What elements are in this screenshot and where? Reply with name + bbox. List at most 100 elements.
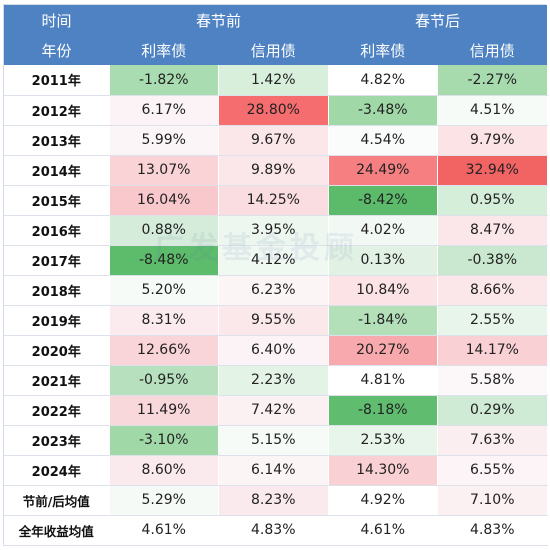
- year-cell: 2016年: [4, 215, 110, 246]
- year-cell: 2019年: [4, 305, 110, 336]
- summary-row: 全年收益均值 4.61% 4.83% 4.61% 4.83%: [4, 515, 548, 546]
- cell-before-rate-bond: 5.29%: [109, 485, 219, 516]
- table-header: 时间 春节前 春节后 年份 利率债 信用债 利率债 信用债: [4, 5, 548, 65]
- table-row: 2020年 12.66% 6.40% 20.27% 14.17%: [4, 335, 548, 366]
- cell-before-credit-bond: 6.40%: [218, 335, 329, 366]
- table-row: 2015年 16.04% 14.25% -8.42% 0.95%: [4, 185, 548, 216]
- returns-table: 时间 春节前 春节后 年份 利率债 信用债 利率债 信用债 2011年 -1.82…: [4, 5, 548, 546]
- year-cell: 2017年: [4, 245, 110, 276]
- cell-after-credit-bond: 9.79%: [437, 125, 548, 156]
- cell-before-credit-bond: 9.89%: [218, 155, 329, 186]
- cell-after-rate-bond: -8.42%: [328, 185, 439, 216]
- cell-after-rate-bond: -3.48%: [328, 95, 439, 126]
- cell-before-rate-bond: -0.95%: [109, 365, 219, 396]
- cell-after-rate-bond: 4.61%: [328, 515, 439, 546]
- header-after-rate-bond: 利率债: [328, 35, 438, 65]
- table-row: 2012年 6.17% 28.80% -3.48% 4.51%: [4, 95, 548, 126]
- table-body: 2011年 -1.82% 1.42% 4.82% -2.27% 2012年 6.17% 28.…: [4, 65, 548, 546]
- cell-after-credit-bond: 0.29%: [437, 395, 548, 426]
- year-cell: 2012年: [4, 95, 110, 126]
- cell-before-rate-bond: 0.88%: [109, 215, 219, 246]
- cell-after-rate-bond: 0.13%: [328, 245, 439, 276]
- cell-after-credit-bond: 6.55%: [437, 455, 548, 486]
- cell-before-rate-bond: 6.17%: [109, 95, 219, 126]
- summary-label: 全年收益均值: [4, 515, 110, 546]
- returns-table-container: 时间 春节前 春节后 年份 利率债 信用债 利率债 信用债 2011年 -1.82…: [3, 4, 548, 546]
- table-row: 2024年 8.60% 6.14% 14.30% 6.55%: [4, 455, 548, 486]
- year-cell: 2014年: [4, 155, 110, 186]
- summary-label: 节前/后均值: [4, 485, 110, 516]
- cell-before-rate-bond: -1.82%: [109, 65, 219, 96]
- cell-after-rate-bond: 4.92%: [328, 485, 439, 516]
- cell-before-credit-bond: 7.42%: [218, 395, 329, 426]
- cell-before-credit-bond: 28.80%: [218, 95, 329, 126]
- cell-before-credit-bond: 9.67%: [218, 125, 329, 156]
- cell-after-credit-bond: 8.47%: [437, 215, 548, 246]
- table-row: 2021年 -0.95% 2.23% 4.81% 5.58%: [4, 365, 548, 396]
- cell-before-credit-bond: 4.83%: [218, 515, 329, 546]
- year-cell: 2018年: [4, 275, 110, 306]
- cell-after-rate-bond: 10.84%: [328, 275, 439, 306]
- table-row: 2013年 5.99% 9.67% 4.54% 9.79%: [4, 125, 548, 156]
- cell-before-rate-bond: 12.66%: [109, 335, 219, 366]
- year-cell: 2023年: [4, 425, 110, 456]
- cell-before-rate-bond: 13.07%: [109, 155, 219, 186]
- cell-after-credit-bond: 0.95%: [437, 185, 548, 216]
- table-row: 2022年 11.49% 7.42% -8.18% 0.29%: [4, 395, 548, 426]
- cell-before-rate-bond: 5.20%: [109, 275, 219, 306]
- cell-before-credit-bond: 5.15%: [218, 425, 329, 456]
- cell-before-rate-bond: 8.60%: [109, 455, 219, 486]
- cell-before-credit-bond: 3.95%: [218, 215, 329, 246]
- cell-before-credit-bond: 6.14%: [218, 455, 329, 486]
- header-time: 时间: [4, 5, 109, 35]
- cell-before-rate-bond: 11.49%: [109, 395, 219, 426]
- cell-after-rate-bond: -8.18%: [328, 395, 439, 426]
- table-row: 2017年 -8.48% 4.12% 0.13% -0.38%: [4, 245, 548, 276]
- cell-before-credit-bond: 1.42%: [218, 65, 329, 96]
- cell-before-credit-bond: 2.23%: [218, 365, 329, 396]
- cell-before-rate-bond: 16.04%: [109, 185, 219, 216]
- cell-after-credit-bond: 7.10%: [437, 485, 548, 516]
- year-cell: 2015年: [4, 185, 110, 216]
- header-after-festival: 春节后: [328, 5, 548, 35]
- table-row: 2023年 -3.10% 5.15% 2.53% 7.63%: [4, 425, 548, 456]
- cell-after-credit-bond: -0.38%: [437, 245, 548, 276]
- table-row: 2014年 13.07% 9.89% 24.49% 32.94%: [4, 155, 548, 186]
- cell-before-rate-bond: 8.31%: [109, 305, 219, 336]
- table-row: 2016年 0.88% 3.95% 4.02% 8.47%: [4, 215, 548, 246]
- cell-after-credit-bond: 4.51%: [437, 95, 548, 126]
- cell-after-credit-bond: 7.63%: [437, 425, 548, 456]
- header-after-credit-bond: 信用债: [437, 35, 548, 65]
- cell-before-credit-bond: 4.12%: [218, 245, 329, 276]
- cell-before-credit-bond: 8.23%: [218, 485, 329, 516]
- cell-after-credit-bond: 32.94%: [437, 155, 548, 186]
- cell-before-credit-bond: 14.25%: [218, 185, 329, 216]
- summary-row: 节前/后均值 5.29% 8.23% 4.92% 7.10%: [4, 485, 548, 516]
- cell-after-rate-bond: 4.82%: [328, 65, 439, 96]
- year-cell: 2011年: [4, 65, 110, 96]
- year-cell: 2020年: [4, 335, 110, 366]
- cell-after-rate-bond: -1.84%: [328, 305, 439, 336]
- header-before-credit-bond: 信用债: [218, 35, 329, 65]
- header-row-columns: 年份 利率债 信用债 利率债 信用债: [4, 35, 548, 65]
- cell-after-credit-bond: -2.27%: [437, 65, 548, 96]
- cell-before-rate-bond: -8.48%: [109, 245, 219, 276]
- cell-before-rate-bond: -3.10%: [109, 425, 219, 456]
- cell-before-rate-bond: 4.61%: [109, 515, 219, 546]
- header-before-rate-bond: 利率债: [109, 35, 219, 65]
- cell-after-rate-bond: 2.53%: [328, 425, 439, 456]
- header-year: 年份: [4, 35, 109, 65]
- cell-after-rate-bond: 4.81%: [328, 365, 439, 396]
- header-row-period: 时间 春节前 春节后: [4, 5, 548, 35]
- cell-after-rate-bond: 4.54%: [328, 125, 439, 156]
- cell-after-rate-bond: 14.30%: [328, 455, 439, 486]
- year-cell: 2021年: [4, 365, 110, 396]
- cell-after-credit-bond: 2.55%: [437, 305, 548, 336]
- header-before-festival: 春节前: [109, 5, 329, 35]
- cell-before-credit-bond: 6.23%: [218, 275, 329, 306]
- table-row: 2018年 5.20% 6.23% 10.84% 8.66%: [4, 275, 548, 306]
- cell-after-rate-bond: 20.27%: [328, 335, 439, 366]
- cell-before-credit-bond: 9.55%: [218, 305, 329, 336]
- cell-after-credit-bond: 8.66%: [437, 275, 548, 306]
- table-row: 2019年 8.31% 9.55% -1.84% 2.55%: [4, 305, 548, 336]
